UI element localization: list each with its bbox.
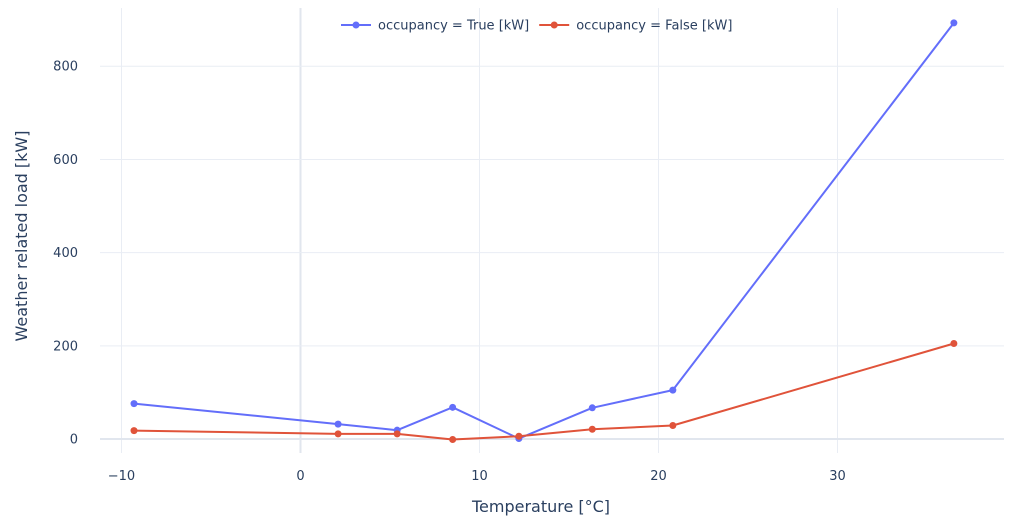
data-point[interactable]	[130, 400, 138, 408]
data-point[interactable]	[588, 404, 596, 412]
x-axis-title: Temperature [°C]	[471, 497, 610, 516]
data-point[interactable]	[669, 386, 677, 394]
data-point[interactable]	[669, 422, 677, 430]
data-point[interactable]	[515, 432, 523, 440]
data-point[interactable]	[449, 435, 457, 443]
legend[interactable]: occupancy = True [kW] occupancy = False […	[341, 19, 732, 34]
y-tick-label: 600	[53, 153, 78, 168]
series-layer	[130, 19, 958, 443]
series-2	[130, 339, 958, 443]
data-point[interactable]	[950, 19, 958, 27]
data-point[interactable]	[588, 425, 596, 433]
x-tick-label: 10	[471, 469, 488, 484]
data-point[interactable]	[950, 339, 958, 347]
x-tick-label: 0	[296, 469, 304, 484]
data-point[interactable]	[334, 420, 342, 428]
legend-label: occupancy = False [kW]	[576, 19, 732, 34]
series-line	[133, 22, 955, 440]
grid	[100, 8, 1004, 453]
x-tick-label: −10	[108, 469, 135, 484]
y-tick-label: 0	[70, 433, 78, 448]
y-axis-title: Weather related load [kW]	[12, 131, 31, 342]
data-point[interactable]	[130, 427, 138, 435]
data-point[interactable]	[393, 430, 401, 438]
y-tick-label: 800	[53, 60, 78, 75]
x-tick-label: 20	[650, 469, 667, 484]
y-tick-label: 400	[53, 246, 78, 261]
data-point[interactable]	[449, 403, 457, 411]
legend-item-2[interactable]: occupancy = False [kW]	[539, 19, 732, 34]
legend-label: occupancy = True [kW]	[378, 19, 529, 34]
series-1	[130, 19, 958, 443]
data-point[interactable]	[334, 430, 342, 438]
legend-item-1[interactable]: occupancy = True [kW]	[341, 19, 529, 34]
y-tick-label: 200	[53, 339, 78, 354]
x-tick-label: 30	[829, 469, 846, 484]
axes: −10 0 10 20 30 0 200 400 600 800	[53, 60, 846, 484]
series-line	[133, 342, 955, 441]
legend-marker	[352, 21, 360, 29]
legend-marker	[550, 21, 558, 29]
